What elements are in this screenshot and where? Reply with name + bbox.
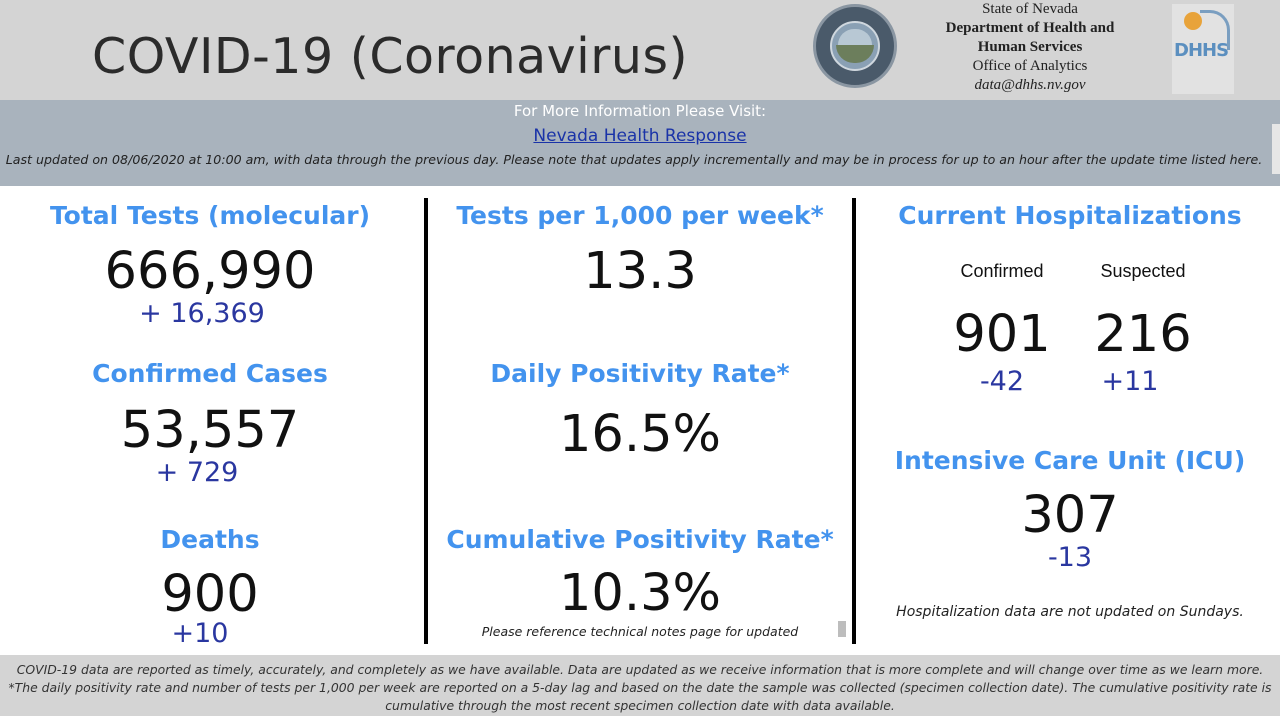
confirmed-label: Confirmed <box>960 261 1044 281</box>
footer-line-2: *The daily positivity rate and number of… <box>8 680 1272 695</box>
agency-office: Office of Analytics <box>972 58 1088 74</box>
icu-value: 307 <box>1021 486 1119 545</box>
footer: COVID-19 data are reported as timely, ac… <box>0 655 1280 716</box>
cumulative-positivity-title: Cumulative Positivity Rate* <box>446 525 834 554</box>
info-heading: For More Information Please Visit: <box>513 102 767 120</box>
column-divider-left <box>424 198 428 644</box>
sun-icon <box>1184 12 1202 30</box>
info-bar: For More Information Please Visit: Nevad… <box>0 100 1280 186</box>
column-divider-right <box>852 198 856 644</box>
seal-center <box>830 21 880 71</box>
agency-block: State of Nevada Department of Health and… <box>930 0 1130 95</box>
confirmed-cases-title: Confirmed Cases <box>92 359 328 388</box>
hospitalization-note: Hospitalization data are not updated on … <box>896 604 1244 620</box>
header: COVID-19 (Coronavirus) State of Nevada D… <box>0 0 1280 100</box>
dhhs-logo-text: DHHS <box>1174 40 1229 61</box>
total-tests-delta: + 16,369 <box>139 298 265 329</box>
tests-per-1000-title: Tests per 1,000 per week* <box>456 201 824 230</box>
suspected-hosp-delta: +11 <box>1101 366 1159 397</box>
total-tests-value: 666,990 <box>104 242 316 301</box>
footer-line-1: COVID-19 data are reported as timely, ac… <box>16 662 1264 677</box>
footer-line-3: cumulative through the most recent speci… <box>385 698 895 713</box>
agency-email: data@dhhs.nv.gov <box>974 77 1086 93</box>
daily-positivity-value: 16.5% <box>558 405 721 464</box>
dhhs-logo-icon: DHHS <box>1172 4 1234 94</box>
daily-positivity-title: Daily Positivity Rate* <box>490 359 790 388</box>
icu-title: Intensive Care Unit (ICU) <box>894 446 1246 475</box>
agency-state: State of Nevada <box>982 1 1078 17</box>
agency-department: Department of Health and <box>945 20 1115 36</box>
info-scrollbar[interactable] <box>1272 124 1280 174</box>
tests-per-1000-value: 13.3 <box>583 242 697 301</box>
note-scrollbar[interactable] <box>838 621 846 637</box>
nevada-health-response-link[interactable]: Nevada Health Response <box>533 126 747 146</box>
suspected-hosp-value: 216 <box>1094 305 1192 364</box>
deaths-value: 900 <box>161 565 259 624</box>
agency-department-cont: Human Services <box>977 39 1083 55</box>
confirmed-cases-value: 53,557 <box>120 401 300 460</box>
suspected-label: Suspected <box>1100 261 1186 281</box>
confirmed-hosp-delta: -42 <box>979 366 1025 397</box>
last-updated-note: Last updated on 08/06/2020 at 10:00 am, … <box>5 152 1263 167</box>
cumulative-positivity-value: 10.3% <box>558 564 721 623</box>
icu-delta: -13 <box>1047 542 1093 573</box>
technical-notes-note: Please reference technical notes page fo… <box>481 624 799 639</box>
nevada-state-seal-icon <box>813 4 897 88</box>
page-title: COVID-19 (Coronavirus) <box>92 28 689 85</box>
total-tests-title: Total Tests (molecular) <box>49 201 371 230</box>
confirmed-cases-delta: + 729 <box>155 457 239 488</box>
deaths-title: Deaths <box>160 525 260 554</box>
current-hospitalizations-title: Current Hospitalizations <box>898 201 1242 230</box>
confirmed-hosp-value: 901 <box>953 305 1051 364</box>
deaths-delta: +10 <box>171 618 229 649</box>
